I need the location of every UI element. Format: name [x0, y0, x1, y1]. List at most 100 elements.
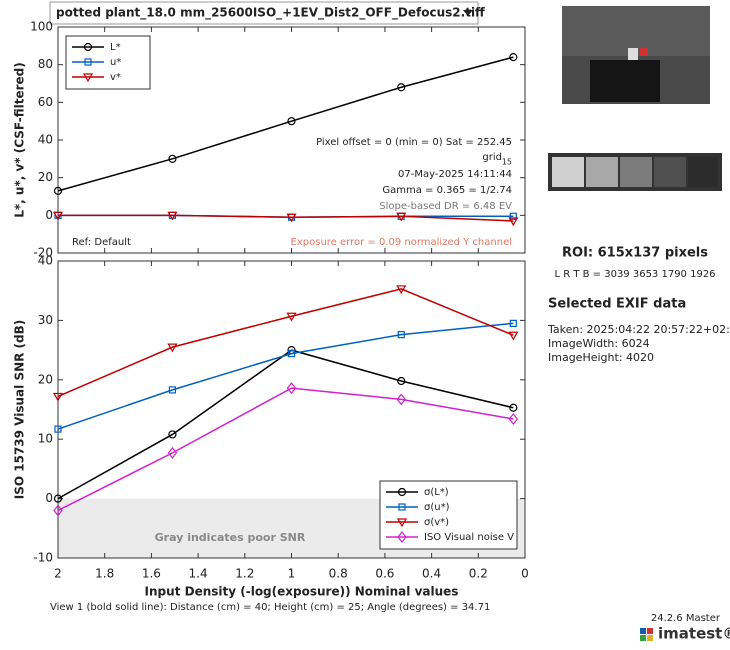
- annotation: Slope-based DR = 6.48 EV: [379, 201, 512, 212]
- series-line: [57, 322, 514, 430]
- thumbnail-chart: [628, 48, 638, 60]
- file-dropdown[interactable]: [49, 1, 479, 25]
- y-tick-label: 40: [38, 133, 53, 147]
- roi-bounds: L R T B = 3039 3653 1790 1926: [554, 269, 715, 280]
- x-tick-label: 0.8: [329, 567, 348, 581]
- roi-patch: [552, 157, 584, 187]
- series-line: [57, 56, 514, 192]
- marker: [168, 154, 177, 163]
- marker: [398, 503, 406, 511]
- file-name[interactable]: potted plant_18.0 mm_25600ISO_+1EV_Dist2…: [56, 6, 485, 21]
- version: 24.2.6 Master: [651, 613, 721, 624]
- marker: [287, 350, 296, 358]
- legend-label: ISO Visual noise V: [424, 532, 514, 543]
- y-tick-label: -10: [33, 551, 53, 565]
- marker: [287, 117, 296, 126]
- marker: [167, 446, 178, 459]
- marker: [396, 212, 407, 222]
- marker: [168, 386, 177, 394]
- marker: [286, 312, 297, 322]
- legend-label: L*: [110, 42, 121, 53]
- annotation: grid: [482, 152, 502, 163]
- logo-icon: [647, 628, 653, 634]
- marker: [397, 83, 406, 92]
- logo-icon: [647, 635, 653, 641]
- brand: imatest®: [658, 625, 730, 643]
- marker: [53, 494, 63, 503]
- marker: [82, 73, 94, 83]
- legend-label: σ(u*): [424, 502, 450, 513]
- marker: [167, 343, 178, 353]
- annotation-sub: 15: [502, 158, 512, 167]
- thumbnail-wall: [562, 6, 710, 56]
- marker: [52, 392, 64, 402]
- roi-patch: [688, 157, 718, 187]
- y-axis-label: ISO 15739 Visual SNR (dB): [13, 320, 27, 499]
- x-tick-label: 2: [54, 567, 62, 581]
- dropdown-arrow[interactable]: [463, 10, 473, 16]
- y-tick-label: 30: [38, 313, 53, 327]
- x-tick-label: 1.6: [142, 567, 161, 581]
- marker: [53, 186, 63, 195]
- x-tick-label: 1: [288, 567, 296, 581]
- marker: [509, 212, 517, 220]
- marker: [509, 53, 518, 62]
- marker: [167, 211, 178, 221]
- y-tick-label: 100: [30, 20, 53, 34]
- marker: [509, 403, 518, 412]
- annotation: Ref: Default: [72, 237, 131, 248]
- marker: [84, 58, 92, 66]
- marker: [83, 42, 93, 52]
- marker: [397, 331, 405, 339]
- y-axis-label: L*, u*, v* (CSF-filtered): [13, 62, 27, 217]
- marker: [397, 376, 406, 386]
- marker: [168, 430, 177, 439]
- annotation: Exposure error = 0.09 normalized Y chann…: [291, 237, 512, 248]
- view-info: View 1 (bold solid line): Distance (cm) …: [50, 602, 490, 613]
- x-tick-label: 1.2: [235, 567, 254, 581]
- roi-patch: [586, 157, 618, 187]
- annotation: Gamma = 0.365 = 1/2.74: [382, 185, 512, 196]
- exif-title: Selected EXIF data: [548, 297, 686, 312]
- y-tick-label: 0: [45, 491, 53, 505]
- exif-line: ImageWidth: 6024: [548, 337, 650, 350]
- y-tick-label: 40: [38, 254, 53, 268]
- y-tick-label: 0: [45, 208, 53, 222]
- roi-patch: [654, 157, 686, 187]
- marker: [509, 319, 517, 327]
- marker: [286, 213, 297, 223]
- x-tick-label: 0.4: [422, 567, 441, 581]
- marker: [397, 531, 407, 543]
- x-tick-label: 1.8: [95, 567, 114, 581]
- exif-line: Taken: 2025:04:22 20:57:22+02:00: [547, 323, 730, 336]
- marker: [396, 518, 408, 528]
- x-tick-label: 0.6: [375, 567, 394, 581]
- x-tick-label: 1.4: [189, 567, 208, 581]
- marker: [286, 382, 297, 395]
- exif-line: ImageHeight: 4020: [548, 351, 654, 364]
- x-axis-label: Input Density (-log(exposure)) Nominal v…: [145, 585, 459, 599]
- legend-label: σ(L*): [424, 487, 449, 498]
- x-tick-label: 0: [521, 567, 529, 581]
- y-tick-label: 10: [38, 432, 53, 446]
- thumbnail-table: [590, 60, 660, 102]
- series-line: [57, 288, 514, 398]
- series-line: [58, 214, 514, 222]
- y-tick-label: 60: [38, 95, 53, 109]
- y-tick-label: 20: [38, 170, 53, 184]
- marker: [508, 331, 519, 341]
- marker: [396, 393, 407, 406]
- y-tick-label: 20: [38, 372, 53, 386]
- roi-patch: [620, 157, 652, 187]
- marker: [53, 504, 63, 517]
- legend-label: u*: [110, 57, 121, 68]
- marker: [508, 413, 519, 425]
- x-tick-label: 0.2: [469, 567, 488, 581]
- annotation: Pixel offset = 0 (min = 0) Sat = 252.45: [316, 137, 512, 148]
- y-tick-label: 80: [38, 57, 53, 71]
- marker: [52, 211, 64, 221]
- logo-icon: [640, 635, 646, 641]
- legend-label: v*: [110, 72, 121, 83]
